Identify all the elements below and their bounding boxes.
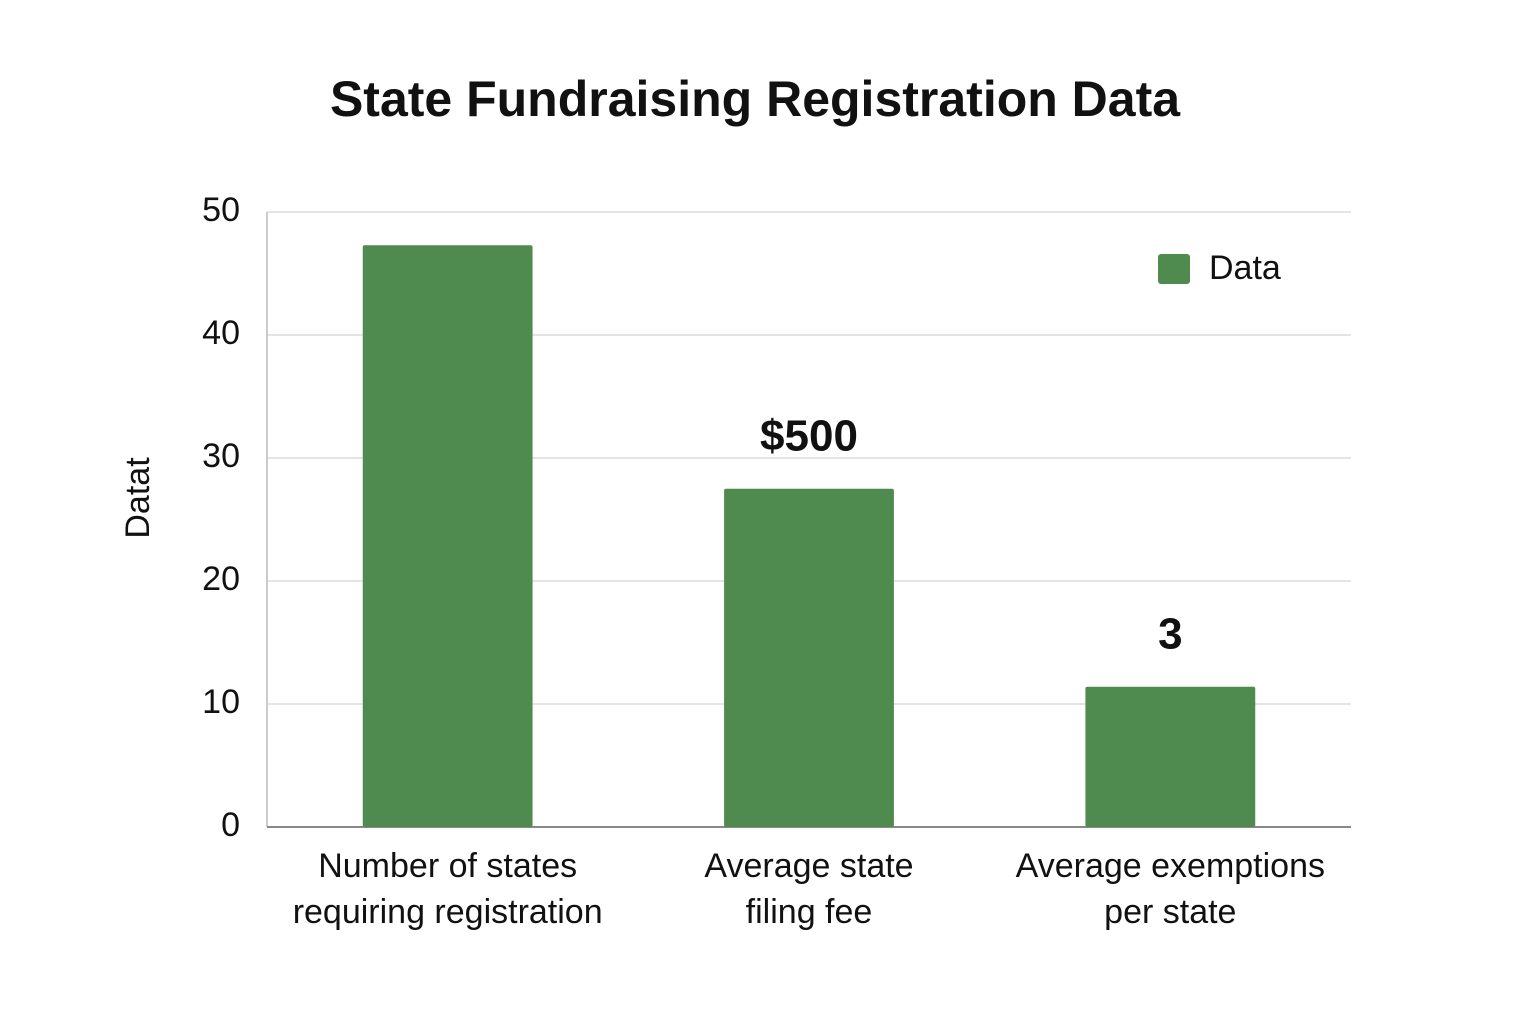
y-tick-label: 20 [202,560,240,598]
y-axis-label: Datat [119,457,157,539]
x-tick-label: Average exemptions per state [1016,847,1325,931]
y-tick-label: 30 [202,437,240,475]
y-tick-label: 0 [221,806,240,844]
x-tick-label: Number of states requiring registration [293,847,603,931]
y-tick-label: 50 [202,191,240,229]
x-tick-label: Average state filing fee [704,847,913,931]
annotation: $500 [760,411,858,460]
bar [724,488,894,827]
chart-title: State Fundraising Registration Data [330,71,1181,127]
annotation: 3 [1158,609,1182,658]
y-tick-label: 10 [202,683,240,721]
legend-swatch [1158,254,1190,284]
legend-label: Data [1209,249,1281,287]
bar [1085,686,1256,827]
bar [362,245,533,827]
y-tick-label: 40 [202,314,240,352]
